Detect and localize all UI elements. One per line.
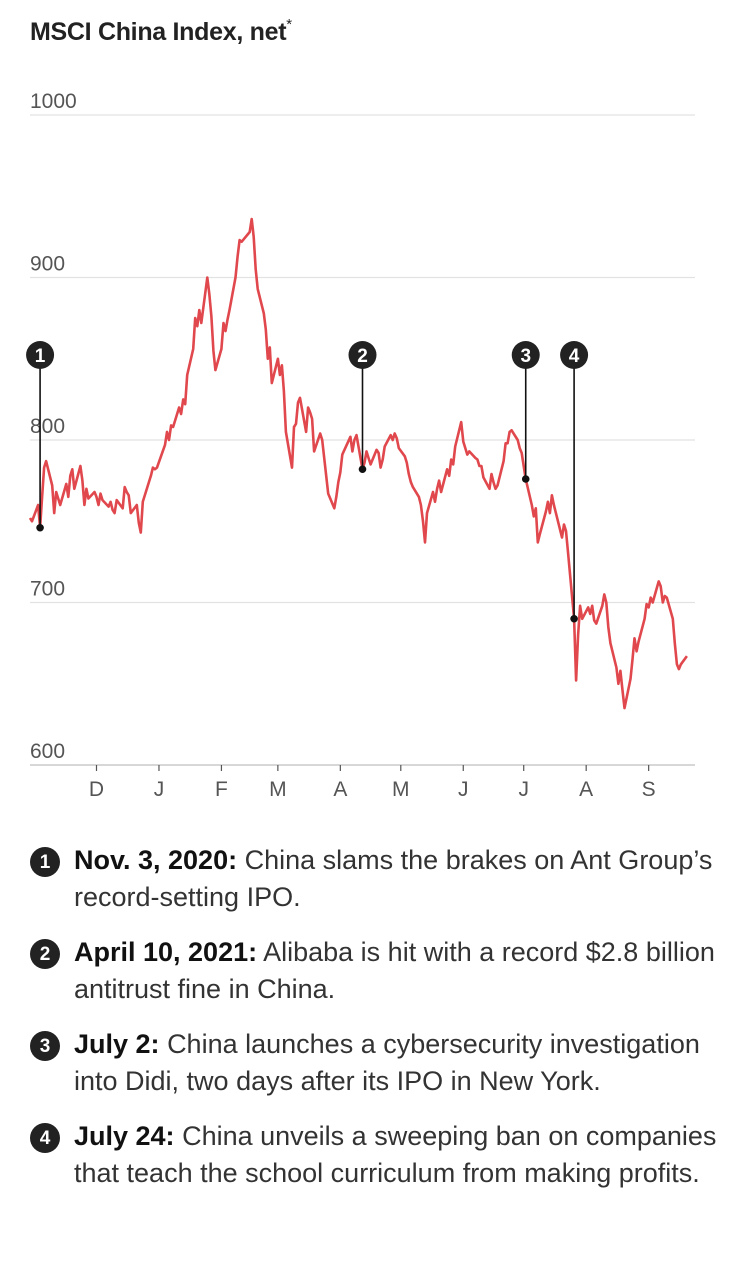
series-line-0 xyxy=(28,217,688,710)
note-date-3: July 2: xyxy=(74,1029,160,1059)
note-text-4: China unveils a sweeping ban on companie… xyxy=(74,1121,717,1188)
y-tick-label-900: 900 xyxy=(30,253,65,276)
x-tick-label-1: J xyxy=(154,778,165,801)
x-tick-label-8: A xyxy=(579,778,593,801)
note-badge-2: 2 xyxy=(30,939,60,969)
annotation-badge-3 xyxy=(511,341,540,369)
annotation-badge-label-2: 2 xyxy=(357,346,368,367)
y-tick-label-700: 700 xyxy=(30,578,65,601)
chart-title: MSCI China Index, net* xyxy=(30,16,292,47)
annotation-dot-3 xyxy=(521,475,530,483)
note-2: 2 April 10, 2021: Alibaba is hit with a … xyxy=(30,934,730,1008)
note-4: 4 July 24: China unveils a sweeping ban … xyxy=(30,1118,730,1192)
note-badge-1: 1 xyxy=(30,847,60,877)
x-tick-label-6: J xyxy=(458,778,469,801)
title-asterisk: * xyxy=(286,16,292,33)
x-tick-label-5: M xyxy=(392,778,410,801)
y-tick-label-1000: 1000 xyxy=(30,90,77,113)
annotation-notes: 1 Nov. 3, 2020: China slams the brakes o… xyxy=(30,842,730,1210)
note-1: 1 Nov. 3, 2020: China slams the brakes o… xyxy=(30,842,730,916)
note-text-3: China launches a cybersecurity investiga… xyxy=(74,1029,700,1096)
note-text-2: Alibaba is hit with a record $2.8 billio… xyxy=(74,937,715,1004)
chart-title-text: MSCI China Index, net xyxy=(30,18,287,46)
y-tick-label-800: 800 xyxy=(30,415,65,438)
x-tick-label-4: A xyxy=(333,778,347,801)
annotation-dot-1 xyxy=(36,523,44,532)
x-tick-label-0: D xyxy=(89,778,104,801)
annotation-badge-1 xyxy=(26,341,55,369)
note-badge-4: 4 xyxy=(30,1123,60,1153)
x-tick-label-7: J xyxy=(518,778,529,801)
annotation-badge-2 xyxy=(348,341,377,369)
annotation-dot-4 xyxy=(570,614,578,623)
x-tick-label-2: F xyxy=(215,778,228,801)
x-tick-label-3: M xyxy=(269,778,287,801)
note-date-4: July 24: xyxy=(74,1121,175,1151)
annotation-badge-label-4: 4 xyxy=(569,346,580,367)
annotation-badge-4 xyxy=(560,341,589,369)
note-text-1: China slams the brakes on Ant Group’s re… xyxy=(74,845,713,912)
note-badge-3: 3 xyxy=(30,1031,60,1061)
x-tick-label-9: S xyxy=(642,778,656,801)
line-chart: 1000 900 800 700 600 D J F M A M J J A S 1 2 3 4 xyxy=(26,90,695,801)
note-3: 3 July 2: China launches a cybersecurity… xyxy=(30,1026,730,1100)
annotation-badge-label-3: 3 xyxy=(520,346,531,367)
note-date-1: Nov. 3, 2020: xyxy=(74,845,238,875)
annotation-dot-2 xyxy=(358,465,367,474)
note-date-2: April 10, 2021: xyxy=(74,937,258,967)
y-tick-label-600: 600 xyxy=(30,740,65,763)
annotation-badge-label-1: 1 xyxy=(35,346,46,367)
